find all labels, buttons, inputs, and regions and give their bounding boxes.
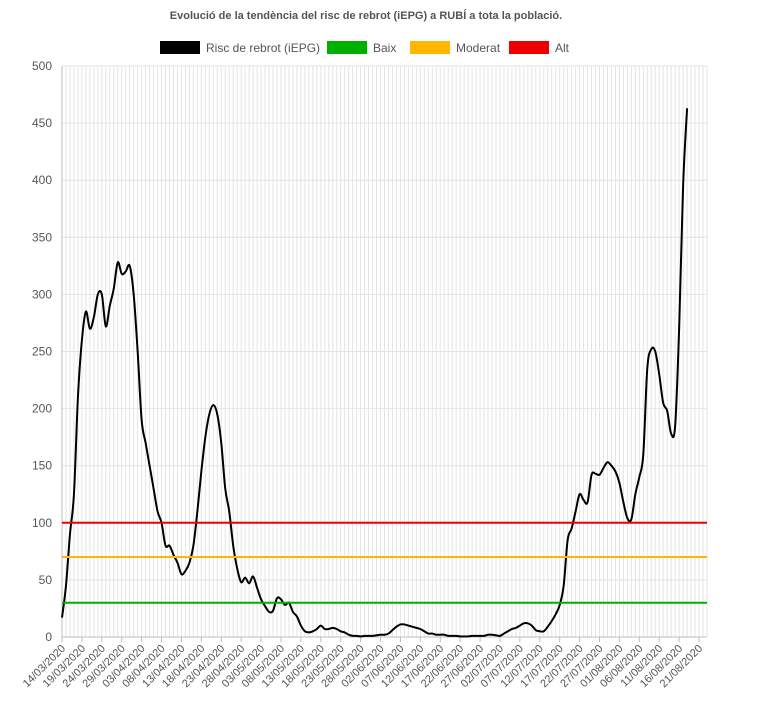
y-axis-ticks: 0 50 100 150 200 250 300 350 400 450 500	[32, 59, 52, 644]
x-axis-ticks: 14/03/202019/03/202024/03/202029/03/2020…	[21, 637, 705, 690]
series-lines	[61, 108, 707, 638]
legend-label: Baix	[373, 41, 396, 55]
series-line-iepg	[61, 108, 689, 638]
y-tick-label: 250	[32, 345, 52, 359]
legend-swatch	[160, 41, 200, 54]
y-tick-label: 0	[45, 630, 52, 644]
y-tick-label: 300	[32, 287, 52, 301]
y-tick-label: 450	[32, 116, 52, 130]
y-tick-label: 150	[32, 459, 52, 473]
legend-swatch	[509, 41, 549, 54]
legend-swatch	[410, 41, 450, 54]
y-tick-label: 50	[39, 573, 53, 587]
legend-label: Risc de rebrot (iEPG)	[206, 41, 320, 55]
y-tick-label: 400	[32, 173, 52, 187]
legend-swatch	[327, 41, 367, 54]
y-tick-label: 200	[32, 402, 52, 416]
gridlines	[61, 65, 708, 638]
legend-label: Moderat	[456, 41, 501, 55]
legend: Risc de rebrot (iEPG) Baix Moderat Alt	[160, 41, 570, 55]
chart-title: Evolució de la tendència del risc de reb…	[170, 9, 562, 22]
legend-label: Alt	[555, 41, 570, 55]
y-tick-label: 500	[32, 59, 52, 73]
y-tick-label: 100	[32, 516, 52, 530]
y-tick-label: 350	[32, 230, 52, 244]
